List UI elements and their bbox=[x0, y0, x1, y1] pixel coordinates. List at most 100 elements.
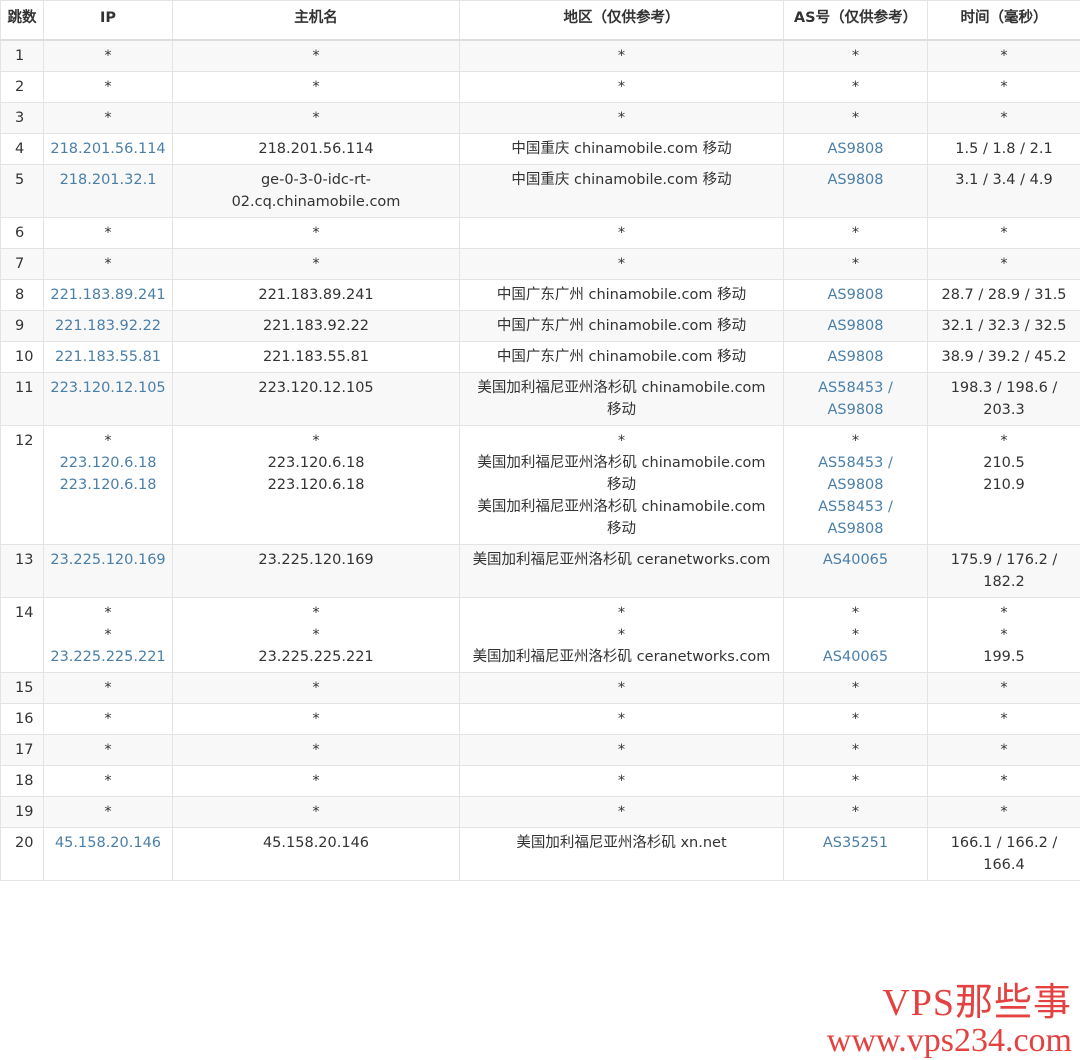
table-row: 6 * * * * * bbox=[0, 217, 1080, 249]
cell-region: * bbox=[459, 102, 784, 134]
cell-region: * bbox=[459, 672, 784, 704]
cell-as: * bbox=[783, 248, 928, 280]
watermark-line1: VPS那些事 bbox=[882, 982, 1072, 1024]
table-row: 20 45.158.20.146 45.158.20.146 美国加利福尼亚州洛杉矶 … bbox=[0, 827, 1080, 881]
cell-region: * 美国加利福尼亚州洛杉矶 chinamobile.com 移动 美国加利福尼亚… bbox=[459, 425, 784, 545]
cell-time: * bbox=[927, 217, 1080, 249]
cell-ip: * bbox=[43, 217, 173, 249]
cell-ip: * bbox=[43, 734, 173, 766]
table-row: 1 * * * * * bbox=[0, 39, 1080, 72]
cell-as[interactable]: AS58453 / AS9808 bbox=[783, 372, 928, 426]
cell-as[interactable]: AS9808 bbox=[783, 310, 928, 342]
header-hop: 跳数 bbox=[0, 0, 44, 41]
table-row: 17 * * * * * bbox=[0, 734, 1080, 766]
header-as: AS号（仅供参考） bbox=[783, 0, 928, 41]
cell-hostname: * bbox=[172, 765, 460, 797]
cell-region: * * 美国加利福尼亚州洛杉矶 ceranetworks.com bbox=[459, 597, 784, 673]
cell-region: 美国加利福尼亚州洛杉矶 ceranetworks.com bbox=[459, 544, 784, 598]
cell-ip[interactable]: * 223.120.6.18 223.120.6.18 bbox=[43, 425, 173, 545]
cell-as: * bbox=[783, 672, 928, 704]
header-ip: IP bbox=[43, 0, 173, 41]
cell-ip[interactable]: 223.120.12.105 bbox=[43, 372, 173, 426]
cell-time: * bbox=[927, 672, 1080, 704]
cell-region: * bbox=[459, 734, 784, 766]
table-row: 9 221.183.92.22 221.183.92.22 中国广东广州 chinam… bbox=[0, 310, 1080, 342]
table-row: 19 * * * * * bbox=[0, 796, 1080, 828]
cell-ip[interactable]: 221.183.89.241 bbox=[43, 279, 173, 311]
cell-time: 38.9 / 39.2 / 45.2 bbox=[927, 341, 1080, 373]
cell-hostname: * * 23.225.225.221 bbox=[172, 597, 460, 673]
cell-hostname: 221.183.55.81 bbox=[172, 341, 460, 373]
cell-time: 175.9 / 176.2 / 182.2 bbox=[927, 544, 1080, 598]
cell-ip: * bbox=[43, 765, 173, 797]
cell-hop: 18 bbox=[0, 765, 44, 797]
cell-time: * * 199.5 bbox=[927, 597, 1080, 673]
cell-hostname: * bbox=[172, 703, 460, 735]
cell-as[interactable]: AS40065 bbox=[783, 544, 928, 598]
cell-hostname: * bbox=[172, 248, 460, 280]
cell-hop: 20 bbox=[0, 827, 44, 881]
cell-hop: 7 bbox=[0, 248, 44, 280]
cell-ip[interactable]: * * 23.225.225.221 bbox=[43, 597, 173, 673]
cell-hostname: 221.183.92.22 bbox=[172, 310, 460, 342]
cell-hostname: * bbox=[172, 102, 460, 134]
cell-as[interactable]: AS9808 bbox=[783, 164, 928, 218]
cell-as[interactable]: * AS58453 / AS9808 AS58453 / AS9808 bbox=[783, 425, 928, 545]
cell-ip: * bbox=[43, 672, 173, 704]
cell-region: * bbox=[459, 217, 784, 249]
cell-ip[interactable]: 23.225.120.169 bbox=[43, 544, 173, 598]
cell-hop: 16 bbox=[0, 703, 44, 735]
table-row: 11 223.120.12.105 223.120.12.105 美国加利福尼亚州洛杉… bbox=[0, 372, 1080, 426]
cell-hop: 5 bbox=[0, 164, 44, 218]
cell-hostname: 45.158.20.146 bbox=[172, 827, 460, 881]
cell-time: * bbox=[927, 703, 1080, 735]
cell-region: 中国广东广州 chinamobile.com 移动 bbox=[459, 279, 784, 311]
cell-as: * bbox=[783, 39, 928, 72]
cell-region: 中国重庆 chinamobile.com 移动 bbox=[459, 133, 784, 165]
header-time: 时间（毫秒） bbox=[927, 0, 1080, 41]
cell-hop: 3 bbox=[0, 102, 44, 134]
cell-as[interactable]: AS9808 bbox=[783, 133, 928, 165]
cell-region: 中国重庆 chinamobile.com 移动 bbox=[459, 164, 784, 218]
cell-ip[interactable]: 221.183.55.81 bbox=[43, 341, 173, 373]
cell-time: * bbox=[927, 71, 1080, 103]
cell-as[interactable]: AS9808 bbox=[783, 341, 928, 373]
table-row: 16 * * * * * bbox=[0, 703, 1080, 735]
table-row: 14 * * 23.225.225.221 * * 23.225.225.221 * … bbox=[0, 597, 1080, 673]
cell-ip: * bbox=[43, 71, 173, 103]
cell-ip: * bbox=[43, 102, 173, 134]
cell-as[interactable]: AS35251 bbox=[783, 827, 928, 881]
cell-hostname: 221.183.89.241 bbox=[172, 279, 460, 311]
cell-hop: 19 bbox=[0, 796, 44, 828]
cell-region: * bbox=[459, 765, 784, 797]
cell-hop: 1 bbox=[0, 39, 44, 72]
table-row: 15 * * * * * bbox=[0, 672, 1080, 704]
cell-time: 32.1 / 32.3 / 32.5 bbox=[927, 310, 1080, 342]
traceroute-table: 跳数 IP 主机名 地区（仅供参考） AS号（仅供参考） 时间（毫秒） 1 * * *… bbox=[0, 0, 1080, 881]
table-row: 4 218.201.56.114 218.201.56.114 中国重庆 chinam… bbox=[0, 133, 1080, 165]
cell-hostname: * bbox=[172, 71, 460, 103]
cell-ip: * bbox=[43, 796, 173, 828]
cell-as: * bbox=[783, 217, 928, 249]
cell-region: * bbox=[459, 796, 784, 828]
cell-ip[interactable]: 218.201.56.114 bbox=[43, 133, 173, 165]
cell-hostname: * 223.120.6.18 223.120.6.18 bbox=[172, 425, 460, 545]
cell-ip[interactable]: 221.183.92.22 bbox=[43, 310, 173, 342]
cell-hostname: 23.225.120.169 bbox=[172, 544, 460, 598]
table-row: 2 * * * * * bbox=[0, 71, 1080, 103]
cell-hop: 11 bbox=[0, 372, 44, 426]
cell-as[interactable]: AS9808 bbox=[783, 279, 928, 311]
table-row: 12 * 223.120.6.18 223.120.6.18 * 223.120.6… bbox=[0, 425, 1080, 545]
cell-ip: * bbox=[43, 248, 173, 280]
cell-as: * bbox=[783, 734, 928, 766]
cell-ip[interactable]: 45.158.20.146 bbox=[43, 827, 173, 881]
cell-hop: 14 bbox=[0, 597, 44, 673]
cell-as[interactable]: * * AS40065 bbox=[783, 597, 928, 673]
header-row: 跳数 IP 主机名 地区（仅供参考） AS号（仅供参考） 时间（毫秒） bbox=[0, 0, 1080, 41]
cell-hop: 17 bbox=[0, 734, 44, 766]
cell-hostname: * bbox=[172, 217, 460, 249]
table-row: 3 * * * * * bbox=[0, 102, 1080, 134]
cell-hop: 8 bbox=[0, 279, 44, 311]
cell-time: * bbox=[927, 796, 1080, 828]
cell-ip[interactable]: 218.201.32.1 bbox=[43, 164, 173, 218]
